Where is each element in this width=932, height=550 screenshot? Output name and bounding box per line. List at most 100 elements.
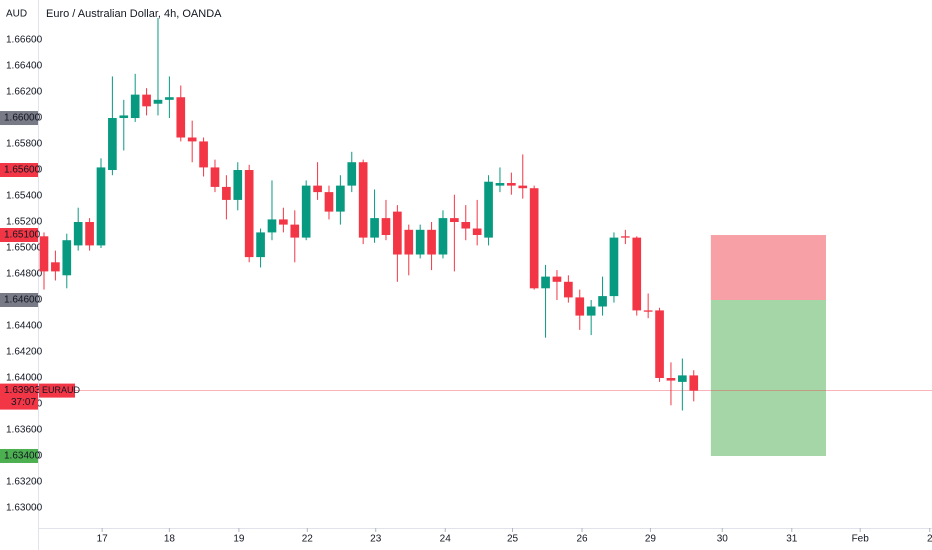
price-label: 1.64600 <box>4 295 41 306</box>
candle-body <box>495 183 505 186</box>
y-tick-label: 1.63000 <box>6 503 43 514</box>
x-tick-label: 26 <box>576 534 588 545</box>
x-tick-label: 2 <box>927 534 932 545</box>
candle-body <box>393 211 402 255</box>
price-label: 1.65100 <box>4 230 41 241</box>
candle-body <box>142 94 151 107</box>
candle-body <box>210 167 220 187</box>
y-tick-label: 1.63600 <box>6 425 43 436</box>
candle-body <box>290 224 300 238</box>
last-price-label: 1.63903 <box>4 385 41 396</box>
price-label-box <box>0 448 38 463</box>
candle-body <box>279 219 288 225</box>
price-label: 1.66000 <box>4 113 41 124</box>
x-tick-label: 18 <box>164 534 176 545</box>
candle-body <box>176 97 186 138</box>
price-label: 1.65600 <box>4 165 41 176</box>
y-tick-label: 1.66400 <box>6 61 43 72</box>
candle-body <box>336 185 345 212</box>
candle-body <box>541 276 550 289</box>
y-tick-label: 1.64200 <box>6 347 43 358</box>
candle-body <box>609 237 619 297</box>
candle-body <box>370 218 379 238</box>
candle-body <box>632 237 642 311</box>
y-tick-label: 1.64800 <box>6 269 43 280</box>
candle-body <box>529 188 539 289</box>
x-tick-label: 19 <box>233 534 245 545</box>
price-label-box <box>0 111 38 126</box>
candle-body <box>564 281 573 298</box>
y-tick-label: 1.64000 <box>6 373 43 384</box>
symbol-label: EURAUD <box>42 385 81 395</box>
x-tick-label: 25 <box>507 534 519 545</box>
candle-body <box>108 118 117 171</box>
y-tick-label: 1.64400 <box>6 321 43 332</box>
candle-body <box>381 218 391 236</box>
price-label: 1.63400 <box>4 451 41 462</box>
candle-body <box>347 162 357 186</box>
candle-body <box>301 185 311 238</box>
last-price-box <box>0 383 38 410</box>
x-tick-label: 30 <box>717 534 729 545</box>
y-tick-label: 1.66600 <box>6 35 43 46</box>
candle-body <box>187 137 197 142</box>
candle-body <box>233 170 243 200</box>
x-tick-label: Feb <box>852 534 870 545</box>
candle-body <box>73 222 83 246</box>
x-tick-label: 22 <box>302 534 314 545</box>
candle-body <box>96 167 106 246</box>
candle-body <box>244 170 254 258</box>
candle-body <box>518 185 528 189</box>
candle-body <box>415 229 425 255</box>
y-tick-label: 1.65800 <box>6 139 43 150</box>
candle-body <box>598 296 607 307</box>
candle-body <box>427 229 436 255</box>
stop-zone <box>710 235 826 300</box>
y-tick-label: 1.66200 <box>6 87 43 98</box>
candle-body <box>461 222 471 229</box>
countdown: 37:07 <box>11 397 36 408</box>
candle-body <box>62 240 72 276</box>
candle-body <box>119 115 129 119</box>
candle-body <box>586 306 596 316</box>
candle-body <box>575 297 585 316</box>
chart-title: Euro / Australian Dollar, 4h, OANDA <box>46 8 222 20</box>
currency: AUD <box>6 9 27 20</box>
candle-body <box>552 276 562 282</box>
candle-body <box>39 236 49 272</box>
candle-body <box>484 181 493 238</box>
y-tick-label: 1.65400 <box>6 191 43 202</box>
price-label-box <box>0 293 38 307</box>
candle-body <box>655 310 664 378</box>
candle-body <box>313 185 322 193</box>
candle-body <box>689 375 699 391</box>
x-tick-label: 23 <box>370 534 382 545</box>
candle-body <box>199 141 208 168</box>
candle-body <box>324 192 334 212</box>
candle-body <box>358 162 368 238</box>
x-tick-label: 29 <box>645 534 657 545</box>
candle-body <box>666 377 676 381</box>
candle-body <box>507 183 516 186</box>
candle-body <box>643 310 653 312</box>
candle-body <box>404 229 414 255</box>
candle-body <box>51 262 60 272</box>
y-tick-label: 1.65200 <box>6 217 43 228</box>
y-tick-label: 1.65000 <box>6 243 43 254</box>
x-tick-label: 17 <box>97 534 109 545</box>
symbol-box <box>39 383 75 398</box>
x-tick-label: 24 <box>440 534 452 545</box>
candle-body <box>153 99 163 104</box>
candle-body <box>165 97 174 100</box>
y-tick-label: 1.63200 <box>6 477 43 488</box>
candle-body <box>85 222 94 246</box>
candle-body <box>450 218 459 223</box>
candle-body <box>267 219 277 233</box>
price-label-box <box>0 163 38 178</box>
candle-body <box>130 94 140 119</box>
candle-body <box>621 236 630 238</box>
candle-body <box>256 232 265 258</box>
candle-body <box>438 218 448 255</box>
candle-body <box>678 375 687 382</box>
